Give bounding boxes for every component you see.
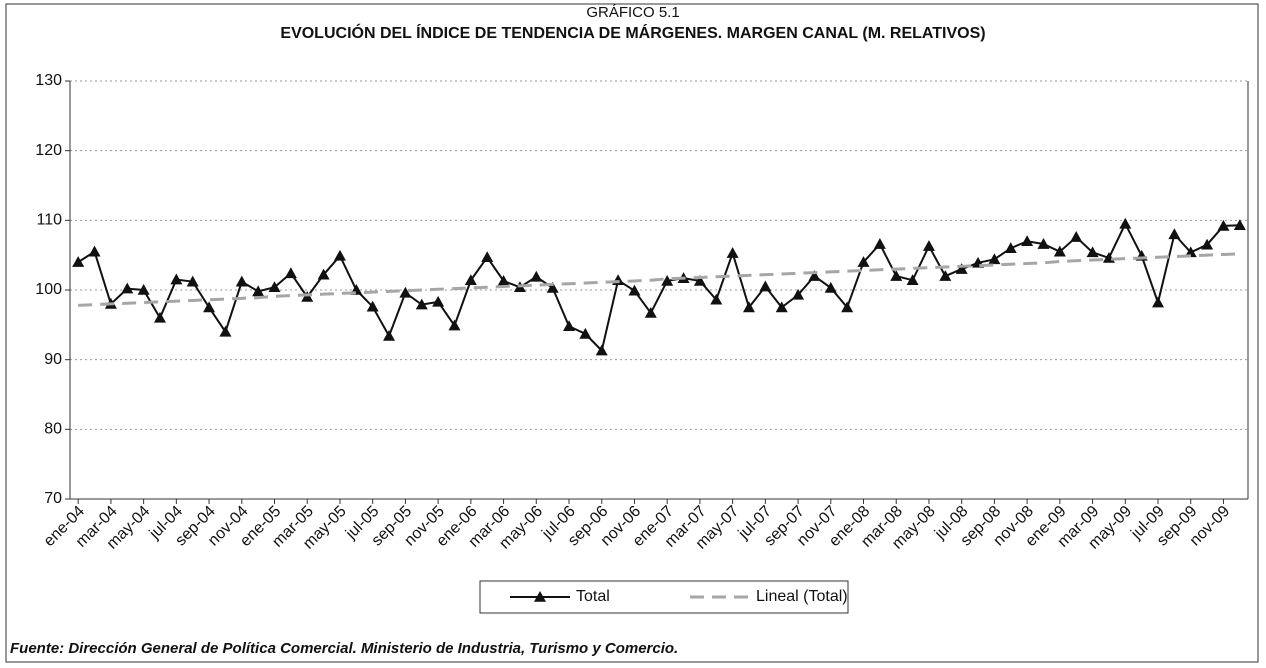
point-marker <box>988 253 1001 265</box>
point-marker <box>203 301 216 313</box>
point-marker <box>186 275 199 287</box>
point-marker <box>955 263 968 274</box>
point-marker <box>268 281 281 293</box>
point-marker <box>693 274 706 286</box>
point-marker <box>219 325 232 337</box>
point-marker <box>170 273 183 285</box>
point-marker <box>857 256 870 267</box>
point-marker <box>1119 217 1132 229</box>
point-marker <box>644 306 657 318</box>
legend-label: Total <box>576 588 610 605</box>
point-marker <box>661 274 674 286</box>
legend-label: Lineal (Total) <box>756 588 848 605</box>
point-marker <box>873 238 886 249</box>
point-marker <box>72 256 85 267</box>
point-marker <box>1201 238 1214 250</box>
point-marker <box>399 286 412 298</box>
y-tick-label: 120 <box>35 142 62 159</box>
point-marker <box>153 311 166 323</box>
point-marker <box>563 320 576 332</box>
point-marker <box>742 301 755 313</box>
chart-title: EVOLUCIÓN DEL ÍNDICE DE TENDENCIA DE MÁR… <box>280 23 985 42</box>
point-marker <box>1053 245 1066 257</box>
point-marker <box>317 268 330 280</box>
point-marker <box>1168 228 1181 240</box>
chart-supertitle: GRÁFICO 5.1 <box>586 4 679 21</box>
point-marker <box>841 301 854 313</box>
point-marker <box>432 295 445 307</box>
point-marker <box>922 240 935 251</box>
y-tick-label: 80 <box>44 421 62 438</box>
point-marker <box>1004 242 1017 253</box>
point-marker <box>546 281 559 293</box>
point-marker <box>1021 235 1034 247</box>
legend-marker <box>534 591 546 602</box>
point-marker <box>792 288 805 300</box>
point-marker <box>121 282 134 294</box>
point-marker <box>595 344 608 356</box>
trend-line <box>78 252 1240 307</box>
point-marker <box>530 270 543 282</box>
point-marker <box>464 274 477 286</box>
point-marker <box>1152 296 1165 308</box>
point-marker <box>383 329 396 341</box>
point-marker <box>759 280 772 292</box>
series-line <box>77 221 1240 353</box>
point-marker <box>612 274 625 286</box>
point-marker <box>415 298 428 310</box>
y-tick-label: 130 <box>35 72 62 89</box>
point-marker <box>235 275 248 287</box>
point-marker <box>890 270 903 281</box>
frame <box>5 3 1259 663</box>
point-marker <box>775 301 788 313</box>
y-tick-label: 100 <box>35 281 62 298</box>
point-marker <box>628 284 641 296</box>
point-marker <box>726 247 739 258</box>
point-marker <box>366 300 379 312</box>
point-marker <box>906 274 919 286</box>
point-marker <box>1233 219 1246 231</box>
point-marker <box>88 245 101 257</box>
point-marker <box>497 274 510 286</box>
point-marker <box>1037 238 1050 249</box>
point-marker <box>1070 231 1083 242</box>
point-marker <box>252 285 265 297</box>
y-tick-label: 90 <box>44 351 62 368</box>
y-tick-label: 70 <box>44 490 62 507</box>
point-marker <box>808 270 821 281</box>
point-marker <box>481 251 494 263</box>
point-marker <box>137 284 150 295</box>
source: Fuente: Dirección General de Política Co… <box>10 640 678 657</box>
point-marker <box>333 249 346 261</box>
point-marker <box>710 293 723 305</box>
point-marker <box>1217 219 1230 231</box>
point-marker <box>448 319 461 331</box>
point-marker <box>579 327 592 339</box>
point-marker <box>284 267 297 279</box>
point-marker <box>1086 246 1099 258</box>
y-tick-label: 110 <box>36 212 62 229</box>
point-marker <box>939 270 952 281</box>
point-marker <box>1184 246 1197 258</box>
point-marker <box>824 281 837 293</box>
